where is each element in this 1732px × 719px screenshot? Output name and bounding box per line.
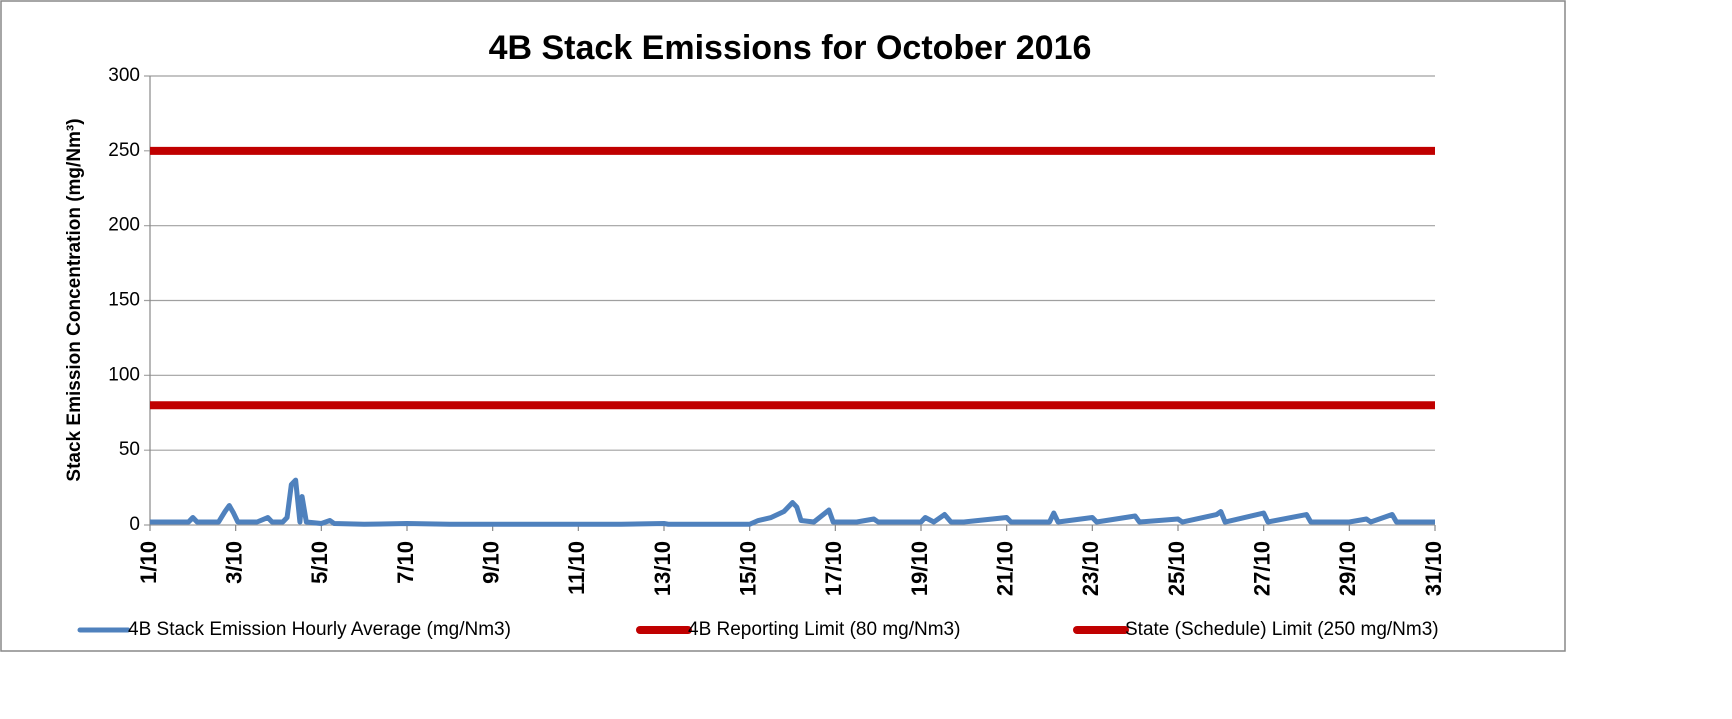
x-tick-label: 31/10	[1421, 541, 1446, 596]
x-tick-label: 7/10	[393, 541, 418, 584]
x-tick-label: 17/10	[821, 541, 846, 596]
y-tick-label: 250	[108, 140, 140, 161]
chart-frame	[0, 0, 1566, 652]
y-tick-label: 300	[108, 65, 140, 86]
x-tick-label: 23/10	[1078, 541, 1103, 596]
x-tick-label: 19/10	[907, 541, 932, 596]
chart-title: 4B Stack Emissions for October 2016	[489, 29, 1092, 67]
y-tick-label: 100	[108, 364, 140, 385]
x-tick-label: 11/10	[564, 541, 589, 595]
x-tick-label: 21/10	[992, 541, 1017, 596]
y-tick-label: 50	[119, 439, 140, 460]
x-tick-label: 25/10	[1164, 541, 1189, 596]
y-tick-label: 0	[129, 514, 140, 535]
x-tick-label: 15/10	[735, 541, 760, 596]
x-tick-label: 3/10	[221, 541, 246, 584]
x-tick-label: 1/10	[136, 541, 161, 584]
x-tick-label: 5/10	[307, 541, 332, 584]
y-axis-label: Stack Emission Concentration (mg/Nm³)	[64, 118, 85, 481]
y-tick-label: 150	[108, 290, 140, 311]
y-tick-label: 200	[108, 215, 140, 236]
legend-label: State (Schedule) Limit (250 mg/Nm3)	[1125, 619, 1439, 640]
x-tick-label: 27/10	[1249, 541, 1274, 596]
series-line	[150, 477, 1435, 527]
legend-label: 4B Reporting Limit (80 mg/Nm3)	[688, 619, 960, 640]
legend-label: 4B Stack Emission Hourly Average (mg/Nm3…	[128, 619, 511, 640]
x-tick-label: 13/10	[650, 541, 675, 596]
x-tick-label: 29/10	[1335, 541, 1360, 596]
x-tick-label: 9/10	[478, 541, 503, 584]
